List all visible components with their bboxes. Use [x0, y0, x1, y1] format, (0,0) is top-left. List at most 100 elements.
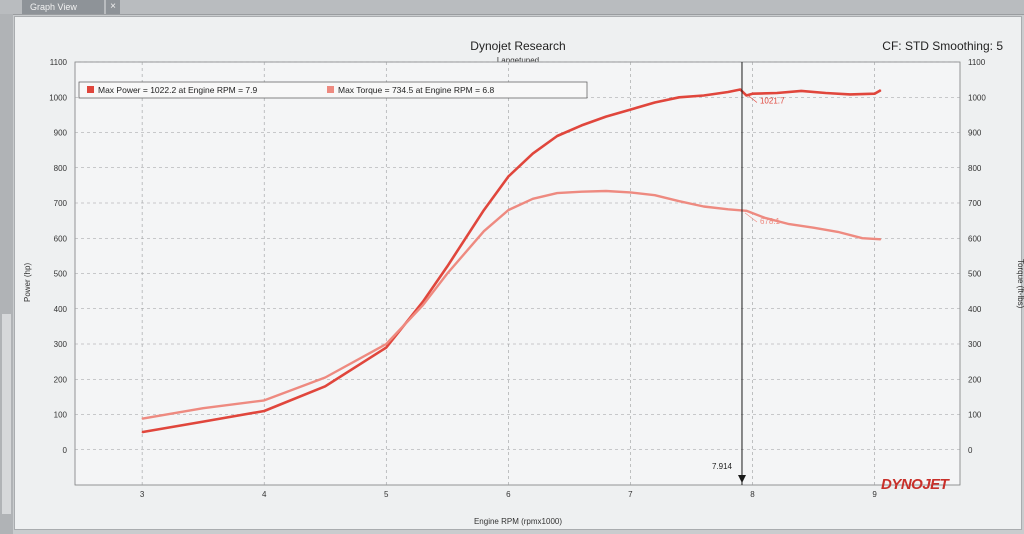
x-tick-label: 3 — [140, 490, 145, 499]
close-icon[interactable]: × — [106, 0, 120, 14]
data-point-torque — [605, 190, 607, 192]
y-tick-label-right: 400 — [968, 305, 982, 314]
data-point-torque — [861, 237, 863, 239]
cf-smoothing-label: CF: STD Smoothing: 5 — [882, 39, 1003, 53]
y-tick-label-left: 600 — [54, 234, 68, 243]
data-point-power — [556, 135, 558, 137]
legend-swatch — [87, 86, 94, 93]
data-point-torque — [507, 209, 509, 211]
data-point-torque — [788, 223, 790, 225]
data-point-torque — [532, 198, 534, 200]
data-point-power — [446, 265, 448, 268]
data-point-torque — [629, 191, 632, 194]
y-tick-label-left: 200 — [54, 375, 68, 384]
data-point-power — [483, 209, 485, 211]
y-tick-label-left: 500 — [54, 270, 68, 279]
legend-swatch — [327, 86, 334, 93]
data-point-power — [880, 89, 882, 91]
data-point-torque — [483, 230, 485, 232]
y-tick-label-right: 100 — [968, 411, 982, 420]
data-point-power — [745, 94, 747, 97]
data-point-power — [507, 175, 509, 178]
data-point-power — [422, 301, 424, 303]
cursor-torque-value: 678.1 — [760, 217, 781, 226]
data-point-torque — [324, 376, 326, 379]
data-point-torque — [654, 194, 656, 196]
data-point-torque — [556, 192, 558, 194]
data-point-torque — [580, 191, 583, 193]
y-tick-label-left: 800 — [54, 164, 68, 173]
x-tick-label: 6 — [506, 490, 511, 499]
y-tick-label-right: 200 — [968, 375, 982, 384]
tab-strip: Graph View × — [0, 0, 1024, 15]
y-tick-label-left: 1100 — [50, 58, 68, 67]
data-point-power — [629, 108, 632, 111]
data-point-torque — [263, 399, 265, 401]
cursor-torque-leader — [744, 212, 758, 223]
data-point-torque — [141, 418, 143, 420]
y-tick-label-right: 800 — [968, 164, 982, 173]
data-point-torque — [422, 304, 424, 306]
legend: Max Power = 1022.2 at Engine RPM = 7.9 Ma… — [78, 81, 588, 99]
data-point-torque — [745, 210, 747, 212]
data-point-torque — [202, 407, 204, 409]
data-point-power — [324, 385, 326, 387]
data-point-power — [751, 93, 754, 95]
scrollbar-thumb[interactable] — [2, 314, 11, 514]
data-point-torque — [703, 205, 705, 208]
y-tick-label-right: 0 — [968, 446, 973, 455]
data-point-power — [678, 96, 680, 98]
y-tick-label-left: 400 — [54, 305, 68, 314]
plot-area — [74, 61, 961, 486]
data-point-torque — [837, 231, 839, 233]
legend-entry: Max Power = 1022.2 at Engine RPM = 7.9 — [98, 85, 258, 95]
y-tick-label-right: 300 — [968, 340, 982, 349]
data-point-torque — [812, 227, 815, 229]
data-point-power — [776, 92, 778, 94]
data-point-torque — [880, 238, 882, 240]
y-tick-label-left: 0 — [63, 446, 68, 455]
y-tick-label-right: 600 — [968, 234, 982, 243]
data-point-power — [385, 346, 387, 349]
data-point-torque — [727, 208, 729, 210]
data-point-power — [202, 420, 204, 423]
x-axis-label: Engine RPM (rpmx1000) — [473, 517, 563, 526]
cursor-power-value: 1021.7 — [760, 97, 785, 106]
y-tick-label-right: 900 — [968, 129, 982, 138]
chart-title: Dynojet Research — [470, 39, 566, 53]
y-tick-label-left: 300 — [54, 340, 68, 349]
y-tick-label-right: 500 — [968, 270, 982, 279]
data-point-torque — [385, 343, 387, 345]
y-tick-label-left: 700 — [54, 199, 68, 208]
x-tick-label: 5 — [384, 490, 389, 499]
cursor-x-value: 7.914 — [712, 462, 733, 471]
data-point-power — [141, 431, 143, 433]
x-tick-label: 7 — [628, 490, 633, 499]
data-point-power — [800, 90, 802, 92]
chart-subtitle: Langetuned — [496, 56, 540, 65]
graph-panel: Dynojet Research Langetuned CF: STD Smoo… — [14, 16, 1024, 531]
data-point-power — [605, 116, 607, 118]
data-point-power — [727, 91, 729, 93]
dynojet-logo: DYNOJET — [881, 476, 949, 493]
data-point-torque — [678, 200, 680, 202]
data-point-power — [849, 93, 851, 96]
x-tick-label: 9 — [872, 490, 877, 499]
left-scrollbar[interactable] — [0, 14, 13, 534]
data-point-power — [532, 153, 534, 155]
x-tick-label: 4 — [262, 490, 267, 499]
data-point-torque — [446, 272, 448, 275]
x-tick-label: 8 — [750, 490, 755, 499]
y-tick-label-left: 900 — [54, 129, 68, 138]
data-point-power — [580, 124, 583, 127]
y-tick-label-left: 1000 — [49, 93, 67, 102]
y-tick-label-left: 100 — [54, 411, 68, 420]
data-point-power — [654, 101, 656, 104]
y-tick-label-right: 1000 — [968, 93, 986, 102]
data-point-torque — [764, 217, 766, 219]
cursor-arrow-icon — [737, 475, 746, 483]
tab-graph-view[interactable]: Graph View — [22, 0, 104, 14]
data-point-power — [873, 93, 876, 95]
cursor-power-leader — [744, 92, 758, 103]
